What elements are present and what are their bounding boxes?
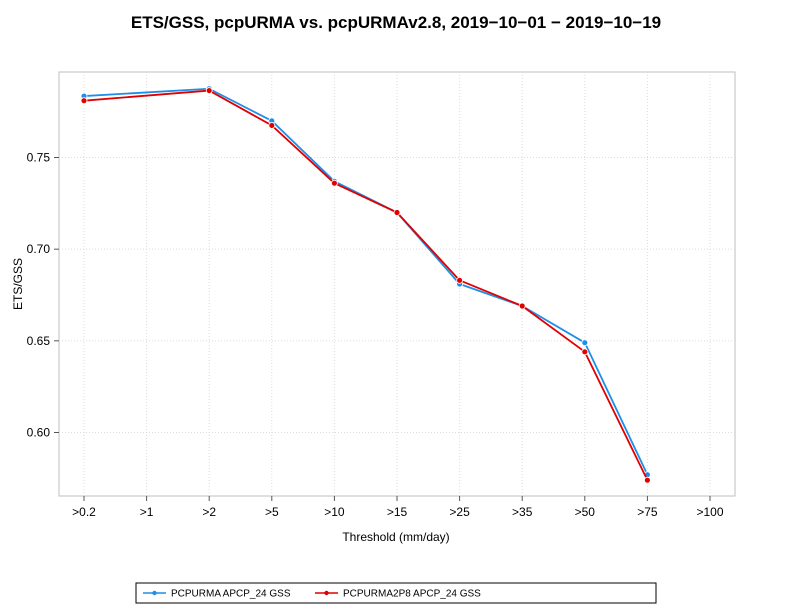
series-2-point: [268, 122, 276, 129]
x-tick-label: >2: [202, 505, 216, 519]
x-tick-label: >35: [512, 505, 533, 519]
x-tick-label: >100: [696, 505, 723, 519]
legend-label-series-2: PCPURMA2P8 APCP_24 GSS: [343, 589, 481, 600]
x-tick-label: >10: [324, 505, 345, 519]
series-1-point: [581, 339, 589, 347]
x-tick-label: >75: [637, 505, 658, 519]
series-2-point: [644, 476, 651, 484]
legend: PCPURMA APCP_24 GSS PCPURMA2P8 APCP_24 G…: [135, 582, 657, 604]
legend-label-series-1: PCPURMA APCP_24 GSS: [171, 589, 291, 600]
y-axis: 0.60 0.65 0.70 0.75: [27, 151, 59, 440]
series-layer: [80, 85, 651, 484]
x-tick-label: >50: [575, 505, 596, 519]
legend-marker-series-1: [152, 590, 157, 596]
legend-marker-series-2: [324, 590, 329, 596]
plot-area: [58, 71, 736, 497]
y-tick-label: 0.65: [27, 334, 51, 348]
x-axis-label: Threshold (mm/day): [342, 530, 449, 544]
x-axis: >0.2 >1 >2 >5 >10 >15 >25 >35 >50 >75 >100: [72, 496, 724, 519]
series-2-point: [80, 97, 88, 105]
legend-box: [135, 582, 657, 604]
series-2-point: [518, 302, 526, 310]
y-tick-label: 0.60: [27, 426, 51, 440]
y-tick-label: 0.75: [27, 151, 51, 165]
series-2-point: [393, 209, 401, 216]
chart-title: ETS/GSS, pcpURMA vs. pcpURMAv2.8, 2019−1…: [131, 13, 661, 32]
x-tick-label: >25: [449, 505, 470, 519]
series-2-point: [205, 87, 213, 94]
x-tick-label: >5: [265, 505, 279, 519]
series-2-point: [456, 276, 464, 284]
series-2-point: [581, 348, 589, 356]
x-tick-label: >15: [387, 505, 408, 519]
y-axis-label: ETS/GSS: [11, 258, 25, 310]
x-tick-label: >0.2: [72, 505, 96, 519]
y-tick-label: 0.70: [27, 242, 51, 256]
series-2-point: [330, 179, 338, 187]
x-tick-label: >1: [140, 505, 154, 519]
